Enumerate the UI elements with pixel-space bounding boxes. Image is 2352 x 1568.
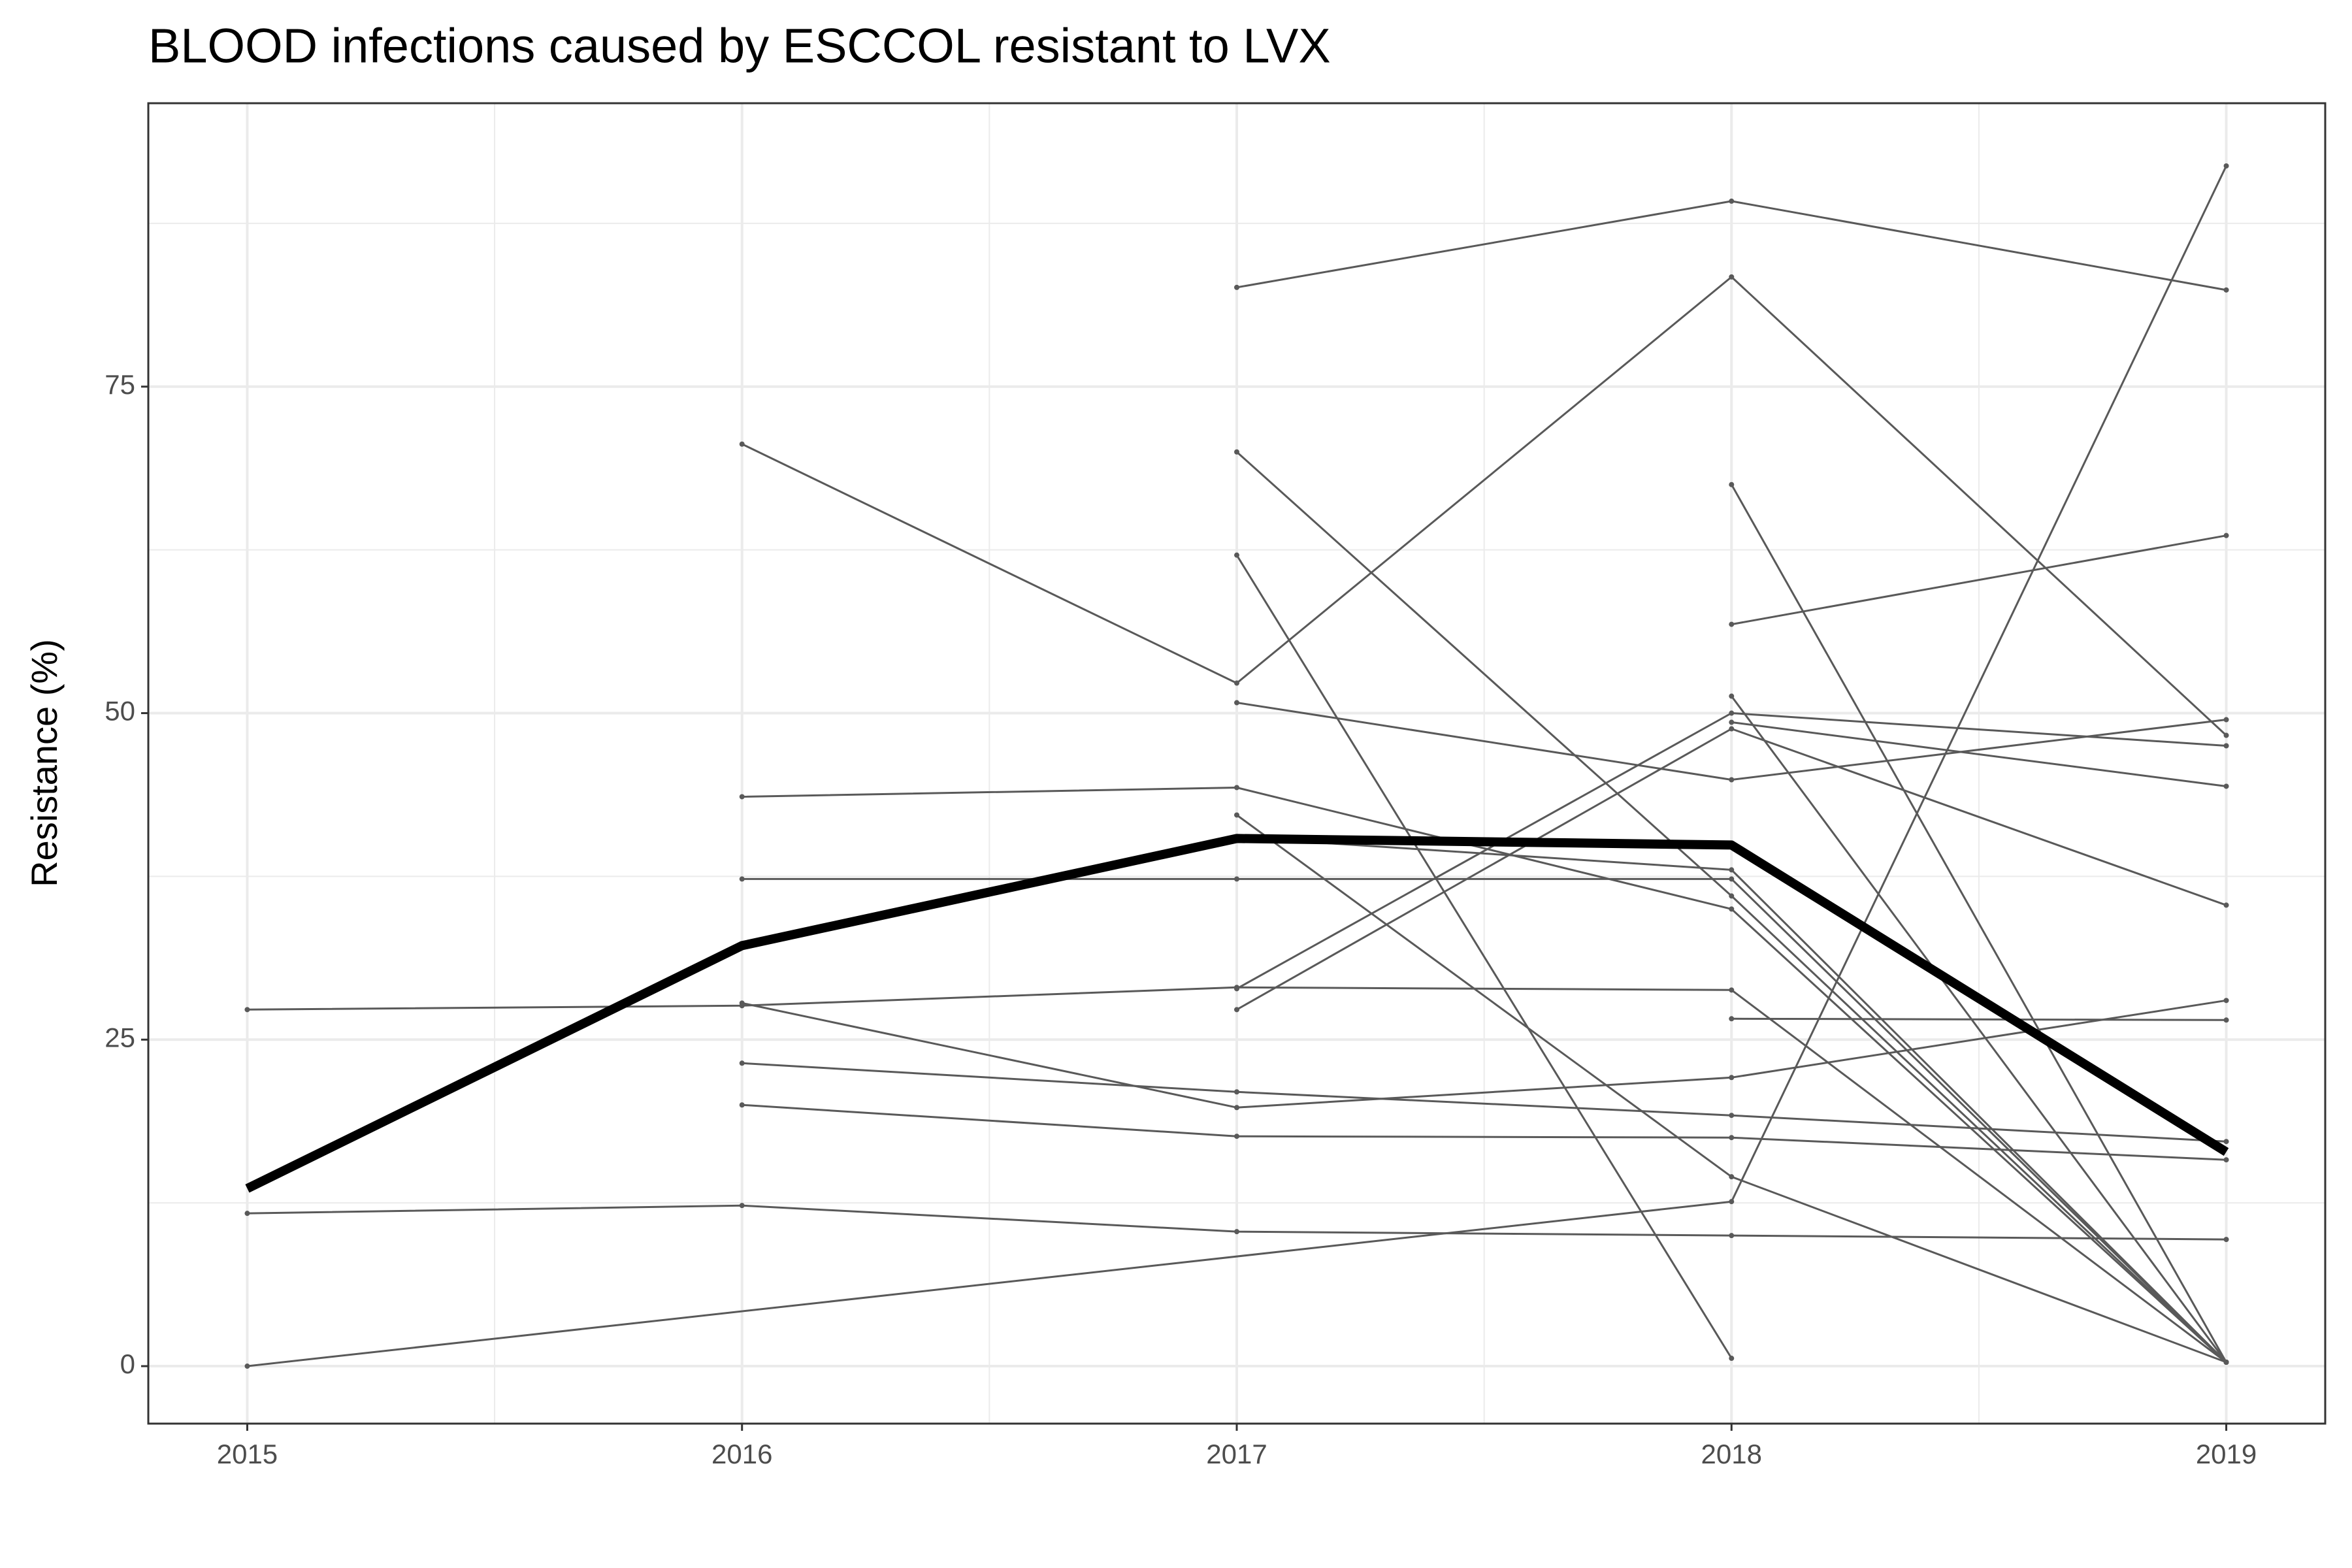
series-line (1731, 721, 2227, 787)
series-point (739, 1102, 745, 1108)
series-point (2223, 287, 2229, 293)
series-point (1234, 552, 1239, 558)
series-point (1234, 284, 1239, 290)
series-point (1729, 482, 1735, 487)
series-point (2223, 998, 2229, 1004)
series-point (2223, 532, 2229, 538)
series-point (1729, 274, 1735, 280)
series-point (739, 1203, 745, 1209)
series-point (739, 1000, 745, 1006)
y-tick-label: 75 (105, 369, 135, 400)
series-point (1729, 726, 1735, 732)
series-line (1235, 554, 1733, 1359)
series-point (1729, 893, 1735, 899)
series-point (2223, 902, 2229, 908)
series-point (739, 876, 745, 882)
series-point (2223, 163, 2229, 169)
series-point (1234, 1229, 1239, 1235)
series-line (742, 787, 2227, 1364)
chart-title: BLOOD infections caused by ESCCOL resist… (148, 19, 1331, 73)
y-axis-label: Resistance (%) (24, 639, 65, 887)
series-point (1729, 1356, 1735, 1362)
x-tick-label: 2016 (711, 1439, 772, 1469)
series-point (1234, 812, 1239, 818)
series-line (1731, 534, 2227, 626)
series-point (244, 1007, 250, 1013)
series-point (1729, 693, 1735, 699)
series-point (2223, 732, 2229, 738)
series-point (2223, 1139, 2229, 1145)
series-point (1729, 719, 1735, 725)
series-line (1731, 1017, 2227, 1021)
series-point (1234, 785, 1239, 791)
series-point (1729, 1199, 1735, 1205)
series-point (1729, 198, 1735, 204)
series-point (1729, 987, 1735, 993)
x-tick-label: 2019 (2196, 1439, 2257, 1469)
series-point (1729, 621, 1735, 627)
series-point (739, 1060, 745, 1066)
series-point (1234, 449, 1239, 455)
series-point (1729, 867, 1735, 873)
series-point (1729, 1135, 1735, 1141)
plot-border (147, 102, 2327, 1425)
mean-line (245, 834, 2229, 1193)
series-line (742, 276, 2227, 736)
series-point (2223, 743, 2229, 749)
series-point (739, 794, 745, 800)
series-point (2223, 717, 2229, 723)
series-point (1729, 1075, 1735, 1081)
series-line (1731, 695, 2227, 1363)
series-point (1234, 1134, 1239, 1139)
y-tick-label: 50 (105, 696, 135, 727)
series-point (1729, 876, 1735, 882)
series-line (742, 877, 2227, 1364)
series-point (1729, 710, 1735, 716)
series-point (1729, 777, 1735, 783)
series-point (739, 441, 745, 447)
series-point (1729, 906, 1735, 912)
series-point (1729, 1113, 1735, 1119)
series-point (1729, 1016, 1735, 1022)
series-point (1729, 1233, 1735, 1239)
series-point (1234, 1105, 1239, 1111)
series-point (1234, 700, 1239, 706)
series-point (244, 1364, 250, 1369)
series-point (1234, 1089, 1239, 1095)
series-point (2223, 1360, 2229, 1365)
series-line (742, 1103, 2227, 1161)
y-tick-label: 25 (105, 1022, 135, 1053)
y-tick-label: 0 (120, 1348, 135, 1379)
series-point (2223, 783, 2229, 789)
x-tick-label: 2018 (1701, 1439, 1762, 1469)
x-tick-label: 2017 (1206, 1439, 1267, 1469)
series-line (1730, 483, 2227, 1363)
series-point (1234, 986, 1239, 992)
series-point (1729, 1174, 1735, 1180)
series-line (742, 999, 2227, 1109)
series-point (2223, 1237, 2229, 1243)
series-point (1234, 1007, 1239, 1013)
series-point (244, 1211, 250, 1217)
series-point (1234, 680, 1239, 686)
series-point (2223, 1157, 2229, 1163)
series-point (2223, 1017, 2229, 1023)
series-point (1234, 876, 1239, 882)
x-tick-label: 2015 (217, 1439, 278, 1469)
